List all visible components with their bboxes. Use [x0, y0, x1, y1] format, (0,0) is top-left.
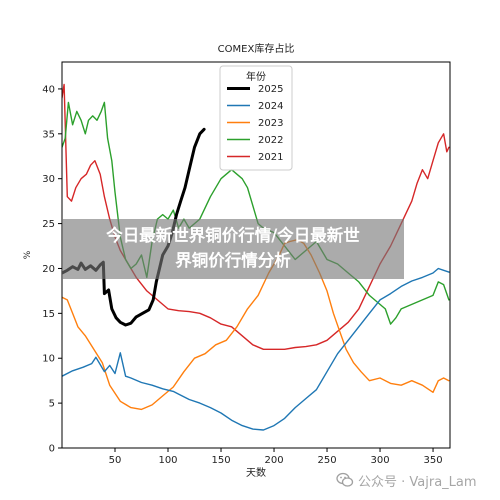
x-axis-label: 天数: [246, 466, 266, 479]
series-line-2024: [62, 267, 450, 431]
y-tick-label: 25: [42, 219, 55, 230]
legend-label-2025: 2025: [258, 84, 283, 95]
y-tick-label: 20: [42, 264, 55, 275]
series-line-2021: [62, 83, 450, 350]
legend: 年份 2025 2024 2023 2022 2021: [219, 65, 293, 171]
x-tick-label: 100: [158, 455, 177, 466]
headline-text: 今日最新世界铜价行情/今日最新世 界铜价行情分析: [62, 223, 404, 273]
wechat-icon: [336, 472, 354, 487]
legend-label-2024: 2024: [258, 101, 283, 112]
legend-title: 年份: [246, 70, 266, 83]
x-tick-label: 200: [264, 455, 283, 466]
legend-label-2021: 2021: [258, 152, 283, 163]
x-tick-label: 50: [109, 455, 122, 466]
headline-line-2: 界铜价行情分析: [175, 251, 291, 270]
x-tick-label: 300: [370, 455, 389, 466]
watermark: 公众号 · Vajra_Lam: [336, 470, 496, 492]
legend-label-2022: 2022: [258, 135, 283, 146]
x-tick-label: 150: [211, 455, 230, 466]
y-axis-label: %: [23, 250, 33, 259]
y-axis: 0 5 10 15 20 25 30 35 40: [42, 84, 62, 455]
y-tick-label: 5: [49, 399, 55, 410]
headline-banner: 今日最新世界铜价行情/今日最新世 界铜价行情分析: [62, 219, 404, 279]
headline-line-1: 今日最新世界铜价行情/今日最新世: [106, 226, 360, 245]
x-tick-label: 250: [317, 455, 336, 466]
legend-label-2023: 2023: [258, 118, 283, 129]
x-axis: 50 100 150 200 250 300 350: [109, 448, 443, 466]
y-tick-label: 40: [42, 84, 55, 95]
y-tick-label: 0: [49, 444, 55, 455]
y-tick-label: 15: [42, 309, 55, 320]
chart-title: COMEX库存占比: [218, 42, 295, 55]
legend-box: [219, 65, 293, 171]
y-tick-label: 10: [42, 354, 55, 365]
x-tick-label: 350: [423, 455, 442, 466]
y-tick-label: 35: [42, 129, 55, 140]
watermark-text: 公众号 · Vajra_Lam: [358, 475, 477, 490]
y-tick-label: 30: [42, 174, 55, 185]
